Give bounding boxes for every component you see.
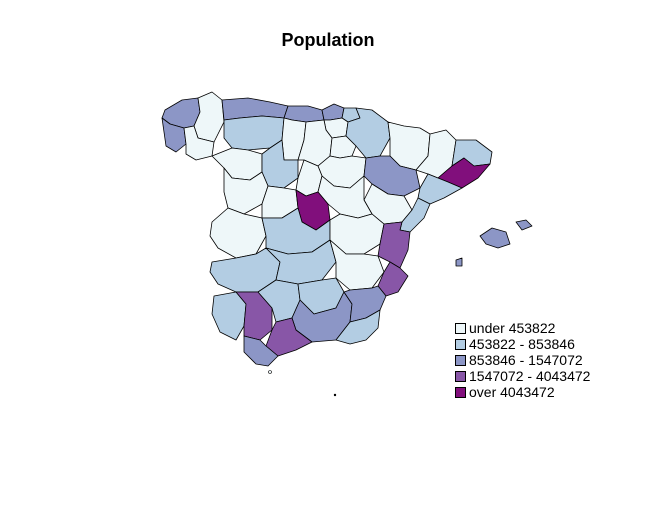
province-lugo	[193, 91, 225, 143]
province-huelva	[211, 291, 247, 341]
province-alicante	[377, 261, 409, 297]
map-title: Population	[281, 30, 375, 50]
legend-item: 1547072 - 4043472	[455, 368, 590, 384]
legend-swatch	[455, 386, 466, 398]
legend-label: 1547072 - 4043472	[469, 368, 591, 384]
legend-swatch	[455, 322, 466, 334]
legend-item: 453822 - 853846	[455, 336, 590, 352]
legend-swatch	[455, 354, 466, 366]
legend-swatch	[455, 370, 466, 382]
province-zamora	[211, 147, 263, 181]
province-caceres	[209, 207, 267, 259]
legend-label: 853846 - 1547072	[469, 352, 583, 368]
legend-label: under 453822	[469, 320, 556, 336]
legend-item: over 4043472	[455, 384, 590, 400]
province-almeria	[335, 309, 381, 345]
province-bizkaia	[321, 103, 345, 121]
legend-label: over 4043472	[469, 384, 555, 400]
legend-item: under 453822	[455, 320, 590, 336]
province-baleares	[455, 219, 533, 267]
legend-item: 853846 - 1547072	[455, 352, 590, 368]
melilla-dot	[333, 393, 337, 397]
province-pontevedra	[161, 117, 187, 153]
legend: under 453822 453822 - 853846 853846 - 15…	[455, 320, 590, 400]
legend-swatch	[455, 338, 466, 350]
province-cadiz	[243, 335, 279, 367]
province-albacete	[329, 239, 385, 291]
ceuta-dot	[268, 370, 272, 374]
legend-label: 453822 - 853846	[469, 336, 575, 352]
province-ciudad-real	[265, 239, 337, 285]
province-valencia	[377, 221, 411, 269]
